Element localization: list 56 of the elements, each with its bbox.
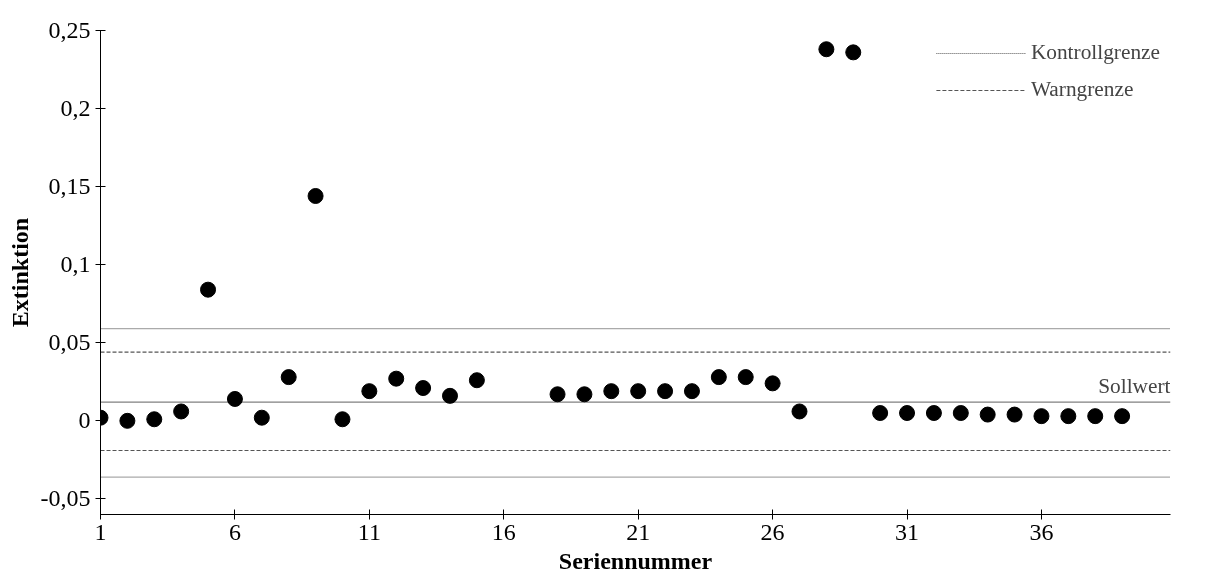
- point: [630, 383, 647, 400]
- point: [388, 370, 405, 387]
- x-tick-label: 1: [94, 518, 107, 545]
- point: [226, 390, 243, 407]
- x-tick-label: 36: [1029, 518, 1054, 545]
- point: [1087, 408, 1104, 425]
- point: [253, 409, 270, 426]
- y-tick-label: 0,1: [60, 251, 91, 278]
- point: [683, 383, 700, 400]
- point: [657, 383, 674, 400]
- legend-label: Warngrenze: [1030, 77, 1134, 102]
- x-tick-label: 26: [760, 518, 785, 545]
- point: [576, 386, 593, 403]
- point: [791, 403, 808, 420]
- point: [119, 412, 136, 429]
- x-tick-label: 31: [895, 518, 920, 545]
- point: [334, 411, 351, 428]
- point: [1114, 408, 1131, 425]
- point: [280, 369, 297, 386]
- point: [1006, 406, 1023, 423]
- point: [818, 41, 835, 58]
- point: [468, 372, 485, 389]
- point: [845, 44, 862, 61]
- y-tick-label: 0,25: [48, 17, 91, 43]
- point: [737, 369, 754, 386]
- point: [200, 281, 217, 298]
- point: [1033, 408, 1050, 425]
- ref-line-label: Sollwert: [1098, 374, 1171, 399]
- point: [952, 405, 969, 421]
- point: [307, 188, 324, 204]
- point: [1060, 408, 1077, 425]
- x-axis-title: Seriennummer: [558, 547, 713, 574]
- y-tick-label: 0,15: [48, 173, 91, 200]
- legend-label: Kontrollgrenze: [1030, 40, 1160, 65]
- x-tick-label: 21: [626, 518, 651, 545]
- x-tick-label: 11: [357, 518, 381, 545]
- point: [415, 380, 432, 397]
- point: [872, 405, 889, 421]
- point: [173, 403, 190, 420]
- point: [925, 405, 942, 421]
- point: [710, 369, 727, 386]
- point: [549, 386, 566, 403]
- point: [899, 405, 916, 421]
- y-tick-label: 0,2: [60, 95, 91, 122]
- x-tick-label: 16: [491, 518, 516, 545]
- point: [764, 375, 781, 392]
- y-axis-title: Extinktion: [6, 217, 33, 328]
- y-tick-label: 0,05: [48, 329, 91, 356]
- x-tick-label: 6: [228, 518, 241, 545]
- y-tick-label: 0: [78, 407, 91, 434]
- point: [361, 383, 378, 400]
- y-tick-label: -0,05: [40, 485, 91, 512]
- point: [979, 406, 996, 423]
- point: [442, 387, 458, 404]
- point: [603, 383, 620, 400]
- point: [146, 411, 163, 428]
